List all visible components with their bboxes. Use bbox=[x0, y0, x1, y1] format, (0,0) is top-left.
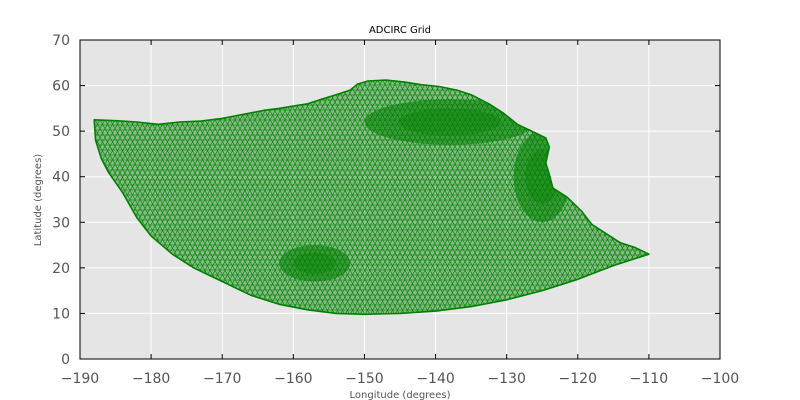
mesh-edge bbox=[725, 40, 800, 359]
mesh-edge bbox=[775, 40, 800, 359]
mesh-edge bbox=[790, 40, 800, 359]
mesh-edge bbox=[0, 40, 15, 359]
mesh-edge bbox=[770, 40, 800, 359]
y-tick-label: 10 bbox=[52, 306, 70, 322]
x-tick-label: −100 bbox=[701, 371, 739, 387]
y-tick-label: 70 bbox=[52, 33, 70, 49]
chart-title: ADCIRC Grid bbox=[369, 25, 431, 36]
mesh-edge bbox=[760, 40, 800, 359]
mesh-edge bbox=[730, 40, 800, 359]
mesh-edge bbox=[780, 40, 800, 359]
mesh-edge bbox=[725, 40, 800, 359]
mesh-edge bbox=[0, 40, 10, 359]
mesh-edge bbox=[735, 40, 800, 359]
mesh-edge bbox=[0, 40, 25, 359]
mesh-edge bbox=[745, 40, 800, 359]
mesh-edge bbox=[720, 40, 800, 359]
mesh-edge bbox=[735, 40, 800, 359]
x-tick-label: −120 bbox=[559, 371, 597, 387]
mesh-edge bbox=[745, 40, 800, 359]
mesh-edge bbox=[730, 40, 800, 359]
y-tick-label: 30 bbox=[52, 215, 70, 231]
y-axis: 0 10 20 30 40 50 60 70 bbox=[52, 33, 720, 368]
mesh-edge bbox=[0, 40, 15, 359]
mesh-dense-core bbox=[293, 252, 336, 275]
y-tick-label: 50 bbox=[52, 124, 70, 140]
y-tick-label: 0 bbox=[61, 352, 70, 368]
mesh-edge bbox=[715, 40, 800, 359]
mesh-edge bbox=[720, 40, 800, 359]
mesh-edge bbox=[750, 40, 800, 359]
mesh-edge bbox=[710, 40, 800, 359]
mesh-edge bbox=[785, 40, 800, 359]
x-tick-label: −170 bbox=[203, 371, 241, 387]
mesh-edge bbox=[765, 40, 800, 359]
x-axis: −190 −180 −170 −160 −150 −140 −130 −120 −110 −100 bbox=[61, 40, 739, 387]
mesh-edge bbox=[760, 40, 800, 359]
mesh-edge bbox=[770, 40, 800, 359]
mesh-edge bbox=[750, 40, 800, 359]
mesh-edge bbox=[780, 40, 800, 359]
mesh-edge bbox=[795, 40, 800, 359]
mesh-edge bbox=[0, 40, 55, 359]
mesh-edge bbox=[740, 40, 800, 359]
mesh-edge bbox=[0, 40, 5, 359]
mesh-edge bbox=[740, 40, 800, 359]
mesh-edge bbox=[0, 40, 55, 359]
mesh-domain-outline bbox=[93, 79, 650, 316]
mesh-edge bbox=[0, 40, 20, 359]
x-tick-label: −110 bbox=[630, 371, 668, 387]
y-axis-title: Latitude (degrees) bbox=[33, 154, 44, 246]
mesh-edge bbox=[0, 40, 60, 359]
mesh-edge bbox=[0, 40, 90, 359]
mesh-edge bbox=[0, 40, 5, 359]
x-tick-label: −190 bbox=[61, 371, 99, 387]
mesh-edge bbox=[0, 40, 25, 359]
mesh-edge bbox=[0, 40, 20, 359]
x-tick-label: −180 bbox=[132, 371, 170, 387]
mesh-edge bbox=[775, 40, 800, 359]
mesh-edge bbox=[0, 40, 10, 359]
y-tick-label: 20 bbox=[52, 261, 70, 277]
mesh-edge bbox=[785, 40, 800, 359]
x-tick-label: −160 bbox=[274, 371, 312, 387]
y-tick-label: 60 bbox=[52, 79, 70, 95]
mesh-dense-regions bbox=[279, 99, 571, 282]
y-tick-label: 40 bbox=[52, 170, 70, 186]
mesh-edge bbox=[790, 40, 800, 359]
plot-frame bbox=[79, 39, 721, 360]
mesh-dense-region bbox=[279, 245, 351, 282]
mesh-edge bbox=[0, 40, 30, 359]
x-tick-label: −130 bbox=[487, 371, 525, 387]
x-tick-label: −150 bbox=[345, 371, 383, 387]
mesh-edge bbox=[0, 40, 90, 359]
mesh-edge bbox=[715, 40, 800, 359]
mesh-edge bbox=[755, 40, 800, 359]
mesh-edge bbox=[710, 40, 800, 359]
mesh-dense-region bbox=[364, 99, 536, 145]
mesh-edge bbox=[755, 40, 800, 359]
mesh-edge bbox=[0, 40, 35, 359]
mesh-edge bbox=[765, 40, 800, 359]
mesh-edge bbox=[795, 40, 800, 359]
mesh-edge bbox=[0, 40, 60, 359]
x-axis-title: Longitude (degrees) bbox=[350, 390, 451, 400]
mesh-edge bbox=[0, 40, 30, 359]
x-tick-label: −140 bbox=[416, 371, 454, 387]
mesh-dense-core bbox=[398, 108, 501, 136]
mesh-edge bbox=[0, 40, 35, 359]
